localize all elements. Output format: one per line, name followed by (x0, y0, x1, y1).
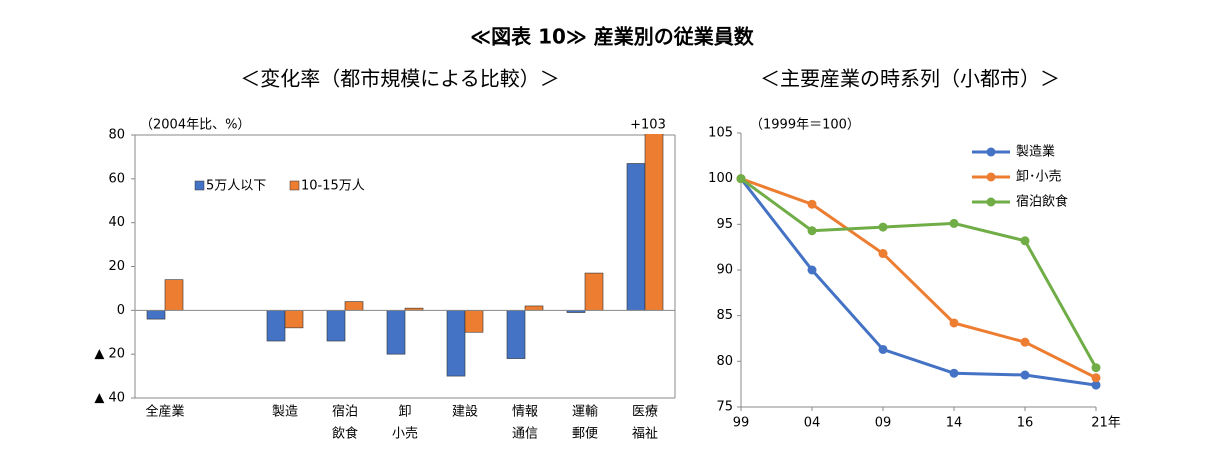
legend-label: 卸･小売 (1016, 169, 1062, 185)
legend-label: 製造業 (1016, 144, 1055, 160)
series-line (740, 177, 1098, 369)
x-tick-label: 郵便 (572, 427, 598, 442)
marker (949, 318, 959, 328)
x-tick-label: 全産業 (145, 404, 184, 420)
page-title: ≪図表 10≫ 産業別の従業員数 (470, 25, 755, 49)
legend-label: 5万人以下 (206, 179, 266, 194)
x-tick-label: 運輸 (572, 405, 598, 420)
bar (284, 310, 304, 329)
bar (266, 310, 286, 342)
marker (1020, 337, 1030, 347)
x-tick-label: 99 (733, 416, 750, 431)
y-tick-label: 90 (716, 263, 733, 278)
marker (878, 344, 888, 354)
x-tick-label: 小売 (392, 426, 418, 442)
x-tick-label: 建設 (452, 404, 478, 420)
value-label: +103 (630, 118, 666, 133)
bar (626, 163, 646, 311)
legend-swatch (194, 180, 205, 191)
marker (949, 368, 959, 378)
bar (386, 310, 406, 355)
x-tick-label: 09 (875, 416, 892, 431)
series-line (740, 177, 1097, 380)
marker (1091, 380, 1101, 390)
marker (1091, 373, 1101, 383)
series-line (739, 177, 1097, 387)
legend-marker (986, 172, 996, 182)
x-tick-label: 医療 (632, 405, 658, 420)
y-tick-label: 85 (716, 308, 733, 323)
y-tick-label: 75 (716, 400, 733, 415)
y-tick-label: 95 (716, 217, 733, 232)
y-tick-label: 100 (708, 171, 733, 186)
y-tick-label: 80 (716, 354, 733, 369)
legend-label: 10-15万人 (301, 179, 365, 194)
x-tick-label: 製造 (272, 405, 298, 420)
x-tick-label: 宿泊 (332, 404, 358, 420)
x-tick-label: 21年 (1091, 416, 1121, 431)
chart-title: ＜主要産業の時系列（小都市）＞ (760, 67, 1060, 91)
y-label: （1999年＝100） (750, 118, 860, 133)
legend-marker (986, 197, 996, 207)
legend-marker (986, 147, 996, 157)
marker (1091, 363, 1101, 373)
bar (326, 310, 346, 342)
y-label: （2004年比、%） (140, 118, 250, 133)
y-tick-label: 0 (117, 303, 125, 318)
marker (807, 265, 817, 275)
marker (736, 174, 746, 184)
bar (446, 310, 466, 377)
marker (807, 226, 817, 236)
bar (344, 301, 364, 311)
y-tick-label: ▲ 20 (94, 347, 125, 362)
y-tick-label: 105 (708, 126, 733, 141)
x-tick-label: 14 (946, 416, 963, 431)
x-tick-label: 飲食 (332, 426, 358, 442)
y-tick-label: ▲ 40 (94, 391, 125, 406)
bar (146, 310, 166, 320)
legend-label: 宿泊飲食 (1016, 194, 1068, 210)
marker (878, 249, 888, 259)
y-tick-label: 80 (108, 128, 125, 143)
bar (464, 310, 484, 333)
y-tick-label: 20 (108, 259, 125, 274)
x-tick-label: 16 (1017, 416, 1034, 431)
x-tick-label: 04 (804, 416, 821, 431)
x-tick-label: 通信 (512, 427, 538, 442)
x-tick-label: 情報 (512, 405, 538, 420)
bar (584, 272, 604, 311)
marker (949, 218, 959, 228)
marker (1020, 370, 1030, 380)
bars (146, 134, 664, 377)
marker (807, 199, 817, 209)
x-tick-label: 福祉 (632, 427, 658, 442)
marker (878, 222, 888, 232)
y-tick-label: 60 (108, 171, 125, 186)
y-tick-label: 40 (108, 215, 125, 230)
marker (1020, 236, 1030, 246)
bar (506, 310, 526, 359)
legend-swatch (289, 180, 300, 191)
x-tick-label: 卸 (398, 404, 411, 420)
chart-title: ＜変化率（都市規模による比較）＞ (240, 67, 559, 91)
bar (524, 305, 544, 311)
bar (164, 279, 184, 311)
